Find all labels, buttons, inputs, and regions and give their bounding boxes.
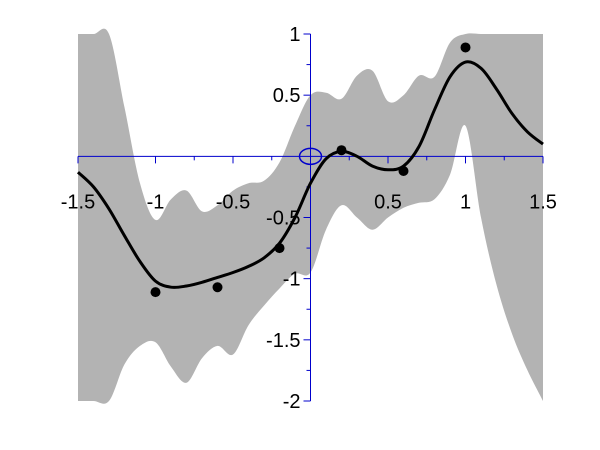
observation-point xyxy=(460,42,471,53)
origin-marker xyxy=(298,147,323,166)
y-tick-label: -1.5 xyxy=(266,330,300,352)
observation-point xyxy=(150,287,161,298)
mean-line-layer xyxy=(76,60,544,289)
x-tick-label: 0.5 xyxy=(374,191,402,213)
x-tick-label: 1.5 xyxy=(529,191,557,213)
y-tick-label: -2 xyxy=(283,391,301,413)
y-tick-label: 0.5 xyxy=(273,85,301,107)
tick-labels: -1.5 -1 -0.5 0.5 1 1.5 1 0.5 -0.5 -1 -1.5 -2 xyxy=(61,24,557,413)
x-tick-label: -0.5 xyxy=(216,191,250,213)
observation-point xyxy=(212,282,223,293)
observation-point xyxy=(336,145,347,156)
y-tick-label: 1 xyxy=(289,24,300,46)
x-tick-label: -1.5 xyxy=(61,191,95,213)
y-tick-label: -1 xyxy=(283,269,301,291)
x-tick-label: -1 xyxy=(147,191,165,213)
x-tick-label: 1 xyxy=(460,191,471,213)
observation-points xyxy=(150,42,471,298)
observation-point xyxy=(398,166,409,177)
mean-line xyxy=(76,60,544,289)
y-tick-label: -0.5 xyxy=(266,208,300,230)
observation-point xyxy=(274,243,285,254)
